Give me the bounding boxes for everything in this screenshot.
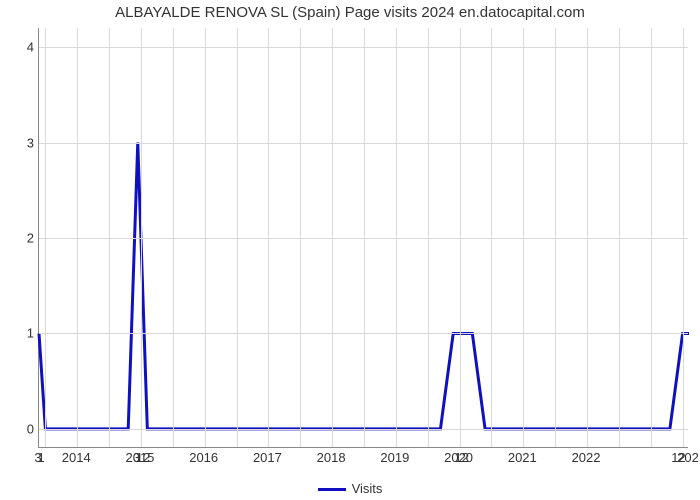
y-tick-label: 0 bbox=[0, 421, 34, 436]
gridline-v bbox=[205, 28, 206, 447]
legend: Visits bbox=[0, 481, 700, 496]
gridline-v bbox=[555, 28, 556, 447]
x-tick-label: 2014 bbox=[62, 450, 91, 465]
gridline-v bbox=[460, 28, 461, 447]
gridline-v bbox=[300, 28, 301, 447]
x-tick-label: 2021 bbox=[508, 450, 537, 465]
x-tick-label: 2018 bbox=[317, 450, 346, 465]
gridline-v bbox=[428, 28, 429, 447]
gridline-v bbox=[77, 28, 78, 447]
x-tick-label: 2019 bbox=[380, 450, 409, 465]
gridline-v bbox=[45, 28, 46, 447]
gridline-v bbox=[683, 28, 684, 447]
y-tick-label: 2 bbox=[0, 231, 34, 246]
gridline-v bbox=[109, 28, 110, 447]
gridline-v bbox=[173, 28, 174, 447]
gridline-v bbox=[651, 28, 652, 447]
value-label: 12 bbox=[136, 450, 150, 465]
value-label: 12 bbox=[671, 450, 685, 465]
gridline-v bbox=[587, 28, 588, 447]
x-tick-label: 2022 bbox=[572, 450, 601, 465]
gridline-v bbox=[619, 28, 620, 447]
y-tick-label: 1 bbox=[0, 326, 34, 341]
gridline-v bbox=[364, 28, 365, 447]
chart-title: ALBAYALDE RENOVA SL (Spain) Page visits … bbox=[0, 4, 700, 21]
plot-area bbox=[38, 28, 688, 448]
gridline-v bbox=[332, 28, 333, 447]
gridline-v bbox=[141, 28, 142, 447]
value-label: 12 bbox=[455, 450, 469, 465]
gridline-v bbox=[237, 28, 238, 447]
y-tick-label: 4 bbox=[0, 40, 34, 55]
x-tick-label: 2016 bbox=[189, 450, 218, 465]
y-tick-label: 3 bbox=[0, 135, 34, 150]
gridline-v bbox=[491, 28, 492, 447]
gridline-v bbox=[396, 28, 397, 447]
value-label: 1 bbox=[38, 450, 45, 465]
gridline-v bbox=[268, 28, 269, 447]
legend-swatch bbox=[318, 488, 346, 491]
x-tick-label: 2017 bbox=[253, 450, 282, 465]
legend-label: Visits bbox=[352, 481, 383, 496]
gridline-v bbox=[523, 28, 524, 447]
